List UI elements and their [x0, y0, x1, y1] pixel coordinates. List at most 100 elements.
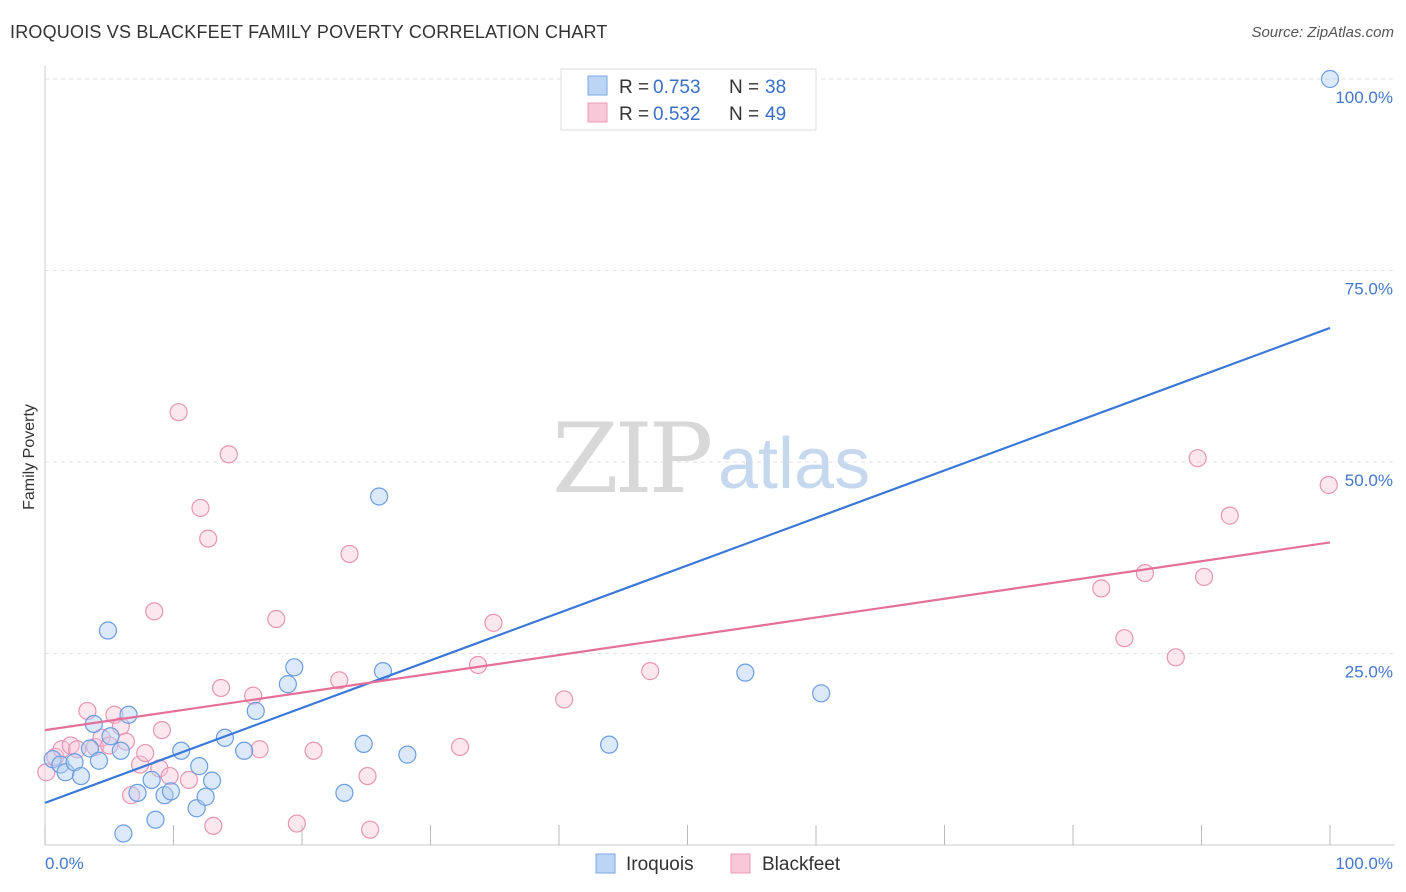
axes: [44, 66, 1395, 846]
trend-lines: [44, 326, 1331, 804]
iroquois-point: [128, 783, 147, 803]
legend-r-label-blackfeet: R =: [619, 104, 649, 125]
legend-r-value-blackfeet: 0.532: [653, 104, 701, 125]
blackfeet-point: [152, 720, 172, 740]
blackfeet-point: [179, 770, 199, 789]
watermark: ZIP atlas: [552, 403, 870, 515]
iroquois-point: [101, 727, 120, 746]
iroquois-point: [202, 771, 222, 790]
blackfeet-point: [450, 737, 470, 757]
legend-r-value-iroquois: 0.753: [653, 77, 701, 98]
iroquois-point: [246, 701, 265, 721]
iroquois-point: [98, 621, 118, 640]
blackfeet-point: [1188, 449, 1207, 468]
blackfeet-point: [145, 602, 164, 621]
iroquois-point: [215, 728, 234, 747]
x-tick-label: 0.0%: [45, 854, 84, 873]
iroquois-point: [335, 783, 354, 803]
legend-swatch-blackfeet: [587, 102, 608, 123]
x-tick-label: 100.0%: [1335, 854, 1393, 873]
iroquois-point: [196, 787, 215, 806]
iroquois-point: [111, 741, 130, 760]
y-tick-label: 100.0%: [1335, 88, 1393, 107]
legend-r-label-iroquois: R =: [619, 77, 649, 98]
iroquois-point: [1320, 69, 1340, 89]
blackfeet-point: [219, 445, 238, 464]
y-tick-label: 75.0%: [1345, 280, 1393, 299]
blackfeet-point: [1194, 567, 1214, 587]
iroquois-points: [43, 69, 1340, 843]
blackfeet-point: [136, 743, 155, 763]
watermark-atlas: atlas: [718, 424, 870, 504]
blackfeet-point: [211, 678, 231, 698]
blackfeet-point: [361, 820, 380, 839]
blackfeet-point: [267, 609, 286, 629]
iroquois-point: [190, 757, 209, 776]
iroquois-point: [812, 684, 831, 703]
iroquois-point: [398, 745, 417, 764]
blackfeet-point: [250, 740, 269, 759]
iroquois-point: [71, 766, 91, 786]
chart-title: IROQUOIS VS BLACKFEET FAMILY POVERTY COR…: [10, 22, 608, 42]
iroquois-point: [161, 782, 181, 801]
legend-n-label-iroquois: N =: [729, 77, 759, 98]
iroquois-point: [600, 735, 619, 754]
iroquois-point: [146, 810, 165, 829]
blackfeet-point: [160, 766, 179, 786]
iroquois-point: [285, 658, 304, 677]
blackfeet-point: [484, 613, 503, 632]
blackfeet-point: [199, 529, 218, 548]
iroquois-point: [56, 763, 75, 782]
y-tick-labels: 25.0% 50.0% 75.0% 100.0%: [1335, 88, 1393, 682]
iroquois-point: [370, 487, 389, 506]
y-tick-label: 25.0%: [1345, 663, 1393, 682]
blackfeet-point: [358, 766, 377, 786]
y-axis-label: Family Poverty: [21, 404, 38, 510]
correlation-legend: R = 0.753 N = 38 R = 0.532 N = 49: [560, 68, 817, 131]
blackfeet-trend-line: [44, 541, 1331, 732]
blackfeet-point: [340, 544, 359, 564]
blackfeet-point: [92, 728, 111, 747]
iroquois-point: [142, 770, 161, 789]
blackfeet-point: [52, 740, 71, 759]
series-swatch-iroquois: [595, 853, 616, 874]
series-legend: Iroquois Blackfeet: [595, 853, 841, 875]
series-name-iroquois: Iroquois: [626, 854, 694, 875]
blackfeet-point: [304, 741, 323, 760]
iroquois-trend-line: [44, 326, 1331, 804]
iroquois-point: [80, 739, 100, 758]
legend-n-label-blackfeet: N =: [729, 104, 759, 125]
blackfeet-point: [204, 816, 223, 835]
blackfeet-point: [191, 498, 210, 518]
blackfeet-point: [1319, 475, 1338, 495]
legend-n-value-iroquois: 38: [765, 77, 786, 98]
iroquois-point: [354, 734, 373, 753]
blackfeet-point: [1115, 629, 1134, 648]
iroquois-point: [235, 741, 254, 760]
series-name-blackfeet: Blackfeet: [762, 854, 841, 875]
legend-n-value-blackfeet: 49: [765, 104, 786, 125]
blackfeet-point: [330, 671, 349, 690]
iroquois-point: [89, 751, 109, 770]
blackfeet-point: [1135, 563, 1155, 583]
iroquois-point: [114, 824, 133, 843]
blackfeet-point: [1166, 648, 1185, 667]
watermark-zip: ZIP: [552, 403, 711, 515]
series-swatch-blackfeet: [730, 853, 751, 874]
blackfeet-point: [1220, 506, 1239, 525]
blackfeet-point: [287, 814, 306, 833]
iroquois-point: [278, 675, 297, 694]
iroquois-point: [736, 663, 755, 682]
blackfeet-point: [555, 690, 574, 709]
blackfeet-point: [641, 662, 660, 681]
blackfeet-point: [1092, 579, 1111, 598]
grid-lines: [45, 78, 1395, 654]
y-tick-label: 50.0%: [1345, 471, 1393, 490]
blackfeet-point: [169, 403, 188, 422]
legend-swatch-iroquois: [587, 75, 608, 96]
iroquois-point: [119, 705, 138, 724]
source-label: Source: ZipAtlas.com: [1251, 24, 1394, 41]
blackfeet-points: [37, 403, 1338, 839]
x-tick-labels: 0.0% 100.0%: [45, 854, 1393, 873]
